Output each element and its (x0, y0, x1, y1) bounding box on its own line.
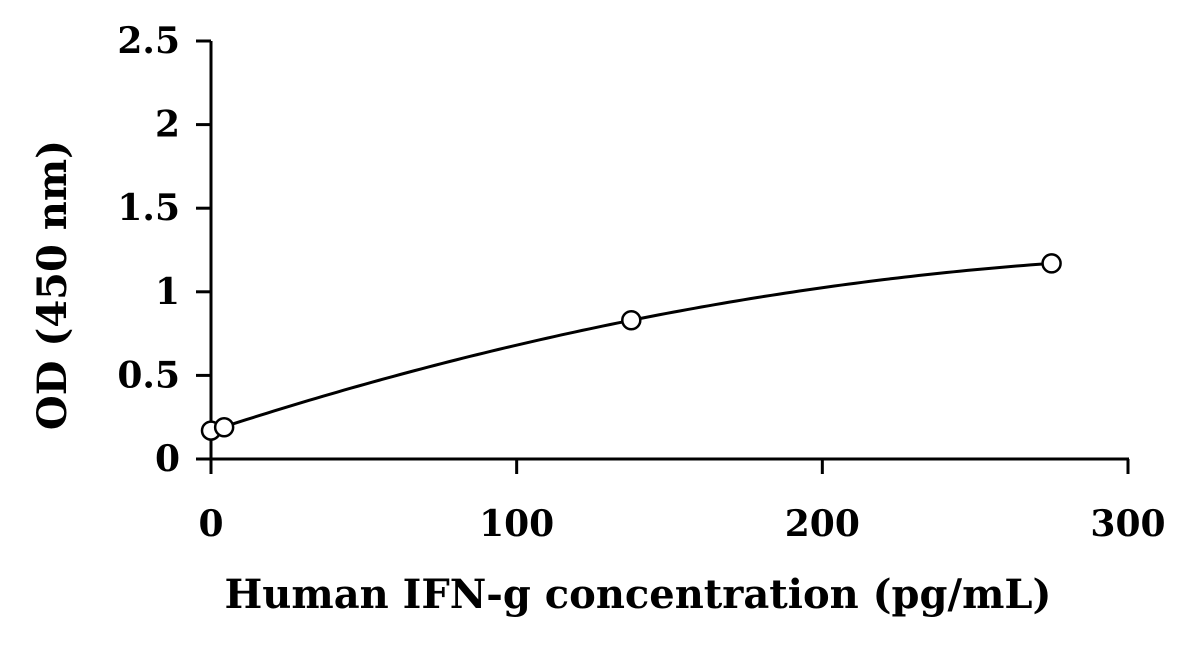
fit-curve (210, 261, 1052, 433)
y-axis-title: OD (450 nm) (29, 140, 76, 430)
x-tick-label: 100 (479, 503, 554, 545)
data-point (621, 309, 642, 331)
y-tick-label: 0 (155, 438, 180, 480)
x-tick-label: 0 (198, 503, 223, 545)
x-ticks: 0 100 200 300 (198, 459, 1166, 545)
x-axis: 0 100 200 300 (198, 457, 1166, 545)
x-axis-title: Human IFN-g concentration (pg/mL) (225, 571, 1052, 618)
y-tick-label: 0.5 (117, 354, 180, 396)
data-points (200, 253, 1062, 441)
data-point (213, 416, 235, 438)
y-tick-label: 2.5 (117, 20, 180, 62)
y-ticks: 0 0.5 1 1.5 2 2.5 (117, 20, 211, 480)
data-point (1041, 253, 1062, 274)
x-tick-label: 200 (785, 503, 860, 545)
y-tick-label: 2 (155, 104, 180, 146)
y-axis: 0 0.5 1 1.5 2 2.5 (117, 20, 213, 480)
y-tick-label: 1.5 (117, 187, 180, 229)
x-tick-label: 300 (1090, 503, 1165, 545)
y-tick-label: 1 (155, 271, 180, 313)
